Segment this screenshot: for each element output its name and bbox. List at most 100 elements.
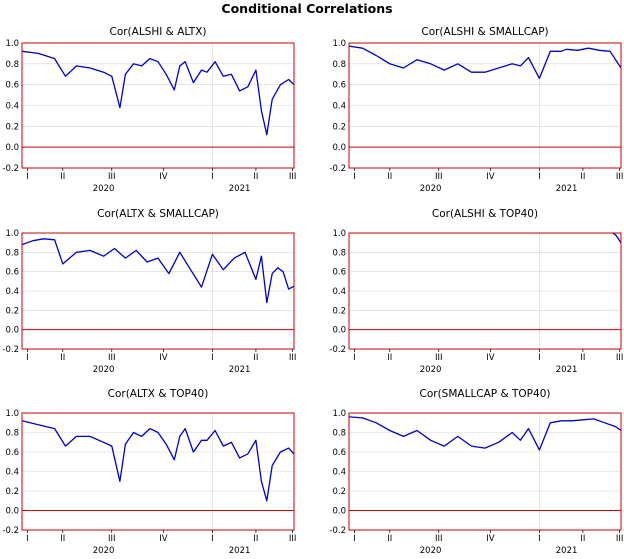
y-tick-label: 0.8: [5, 248, 19, 258]
y-tick-label: 1.0: [5, 409, 19, 419]
quarter-label: I: [353, 172, 356, 182]
quarter-label: I: [26, 353, 29, 363]
correlation-series-line: [348, 416, 622, 451]
y-tick-label: 0.2: [332, 306, 346, 316]
y-tick-label: 0.2: [5, 487, 19, 497]
quarter-label: III: [289, 353, 297, 363]
chart-panel-1: Cor(ALSHI & ALTX) 1.0 0.8 0.6 0.4 0.2 0.0 -0.2 I…: [2, 26, 296, 194]
y-tick-label: 0.0: [332, 326, 346, 336]
y-tick-label: 0.8: [5, 429, 19, 439]
y-tick-label: 0.4: [332, 102, 346, 112]
quarter-label: III: [108, 172, 116, 182]
y-tick-label: -0.2: [329, 526, 346, 536]
y-tick-label: 0.2: [332, 487, 346, 497]
y-tick-label: 0.8: [5, 60, 19, 70]
quarter-label: IV: [486, 353, 495, 363]
quarter-label: III: [435, 534, 443, 544]
correlation-series-line: [612, 232, 622, 244]
quarter-label: I: [211, 353, 214, 363]
correlation-series-line: [21, 238, 295, 304]
y-tick-label: 1.0: [5, 39, 19, 49]
y-tick-label: 0.2: [5, 122, 19, 132]
y-tick-label: 0.4: [5, 102, 19, 112]
correlation-series-line: [21, 420, 295, 502]
quarter-label: IV: [486, 172, 495, 182]
quarter-label: I: [211, 534, 214, 544]
panel-title: Cor(ALTX & TOP40): [108, 388, 209, 400]
y-tick-label: 0.6: [5, 81, 19, 91]
chart-panel-3: Cor(ALTX & SMALLCAP) 1.0 0.8 0.6 0.4 0.2 0.0 -0…: [2, 208, 296, 375]
quarter-label: III: [616, 172, 624, 182]
y-tick-label: 0.4: [5, 468, 19, 478]
y-tick-label: 0.0: [332, 507, 346, 517]
year-label: 2020: [93, 184, 115, 194]
quarter-label: IV: [159, 172, 168, 182]
plot-frame: [21, 42, 295, 169]
y-tick-label: 0.4: [5, 287, 19, 297]
year-label: 2020: [93, 546, 115, 556]
quarter-label: I: [211, 172, 214, 182]
quarter-label: II: [60, 172, 65, 182]
quarter-label: II: [387, 353, 392, 363]
quarter-label: III: [108, 353, 116, 363]
panel-title: Cor(ALTX & SMALLCAP): [97, 208, 219, 220]
y-tick-label: -0.2: [329, 164, 346, 174]
plot-frame: [348, 412, 622, 531]
chart-panel-6: Cor(SMALLCAP & TOP40) 1.0 0.8 0.6 0.4 0.2 0.0 -…: [329, 388, 623, 556]
quarter-label: III: [289, 172, 297, 182]
y-tick-label: 0.2: [5, 306, 19, 316]
quarter-label: I: [353, 534, 356, 544]
chart-panel-4: Cor(ALSHI & TOP40) 1.0 0.8 0.6 0.4 0.2 0.0 -0.2…: [329, 208, 623, 375]
quarter-label: I: [353, 353, 356, 363]
chart-panel-5: Cor(ALTX & TOP40) 1.0 0.8 0.6 0.4 0.2 0.0 -0.2 I…: [2, 388, 296, 556]
y-tick-label: 0.8: [332, 429, 346, 439]
plot-frame: [21, 412, 295, 531]
y-tick-label: 0.0: [5, 143, 19, 153]
year-label: 2021: [229, 365, 251, 375]
panel-title: Cor(ALSHI & SMALLCAP): [421, 26, 548, 38]
y-tick-label: 0.6: [332, 81, 346, 91]
quarter-label: II: [253, 534, 258, 544]
y-tick-label: -0.2: [2, 164, 19, 174]
y-tick-label: 1.0: [5, 229, 19, 239]
quarter-label: II: [60, 534, 65, 544]
y-tick-label: 0.6: [332, 448, 346, 458]
panel-title: Cor(ALSHI & TOP40): [432, 208, 538, 220]
quarter-label: III: [616, 534, 624, 544]
plot-frame: [21, 232, 295, 350]
y-tick-label: 0.8: [332, 248, 346, 258]
year-label: 2021: [556, 365, 578, 375]
y-tick-label: 0.6: [5, 448, 19, 458]
quarter-label: IV: [159, 353, 168, 363]
year-label: 2021: [229, 184, 251, 194]
year-label: 2020: [93, 365, 115, 375]
correlation-series-line: [348, 45, 622, 80]
y-tick-label: 0.8: [332, 60, 346, 70]
y-tick-label: 0.6: [332, 268, 346, 278]
quarter-label: III: [108, 534, 116, 544]
chart-panel-2: Cor(ALSHI & SMALLCAP) 1.0 0.8 0.6 0.4 0.2 0.0 -…: [329, 26, 623, 194]
quarter-label: I: [26, 534, 29, 544]
year-label: 2020: [420, 365, 442, 375]
quarter-label: II: [387, 534, 392, 544]
y-tick-label: 1.0: [332, 409, 346, 419]
quarter-label: II: [580, 534, 585, 544]
y-tick-label: 0.0: [5, 326, 19, 336]
quarter-label: I: [538, 534, 541, 544]
plot-frame: [348, 232, 622, 350]
year-label: 2020: [420, 184, 442, 194]
y-tick-label: 0.0: [5, 507, 19, 517]
year-label: 2021: [556, 546, 578, 556]
quarter-label: II: [580, 353, 585, 363]
quarter-label: IV: [159, 534, 168, 544]
y-tick-label: -0.2: [2, 526, 19, 536]
quarter-label: III: [435, 353, 443, 363]
y-tick-label: 0.6: [5, 268, 19, 278]
y-tick-label: 1.0: [332, 39, 346, 49]
quarter-label: II: [60, 353, 65, 363]
quarter-label: II: [253, 353, 258, 363]
panel-title: Cor(SMALLCAP & TOP40): [420, 388, 551, 400]
quarter-label: III: [289, 534, 297, 544]
plot-frame: [348, 42, 622, 169]
